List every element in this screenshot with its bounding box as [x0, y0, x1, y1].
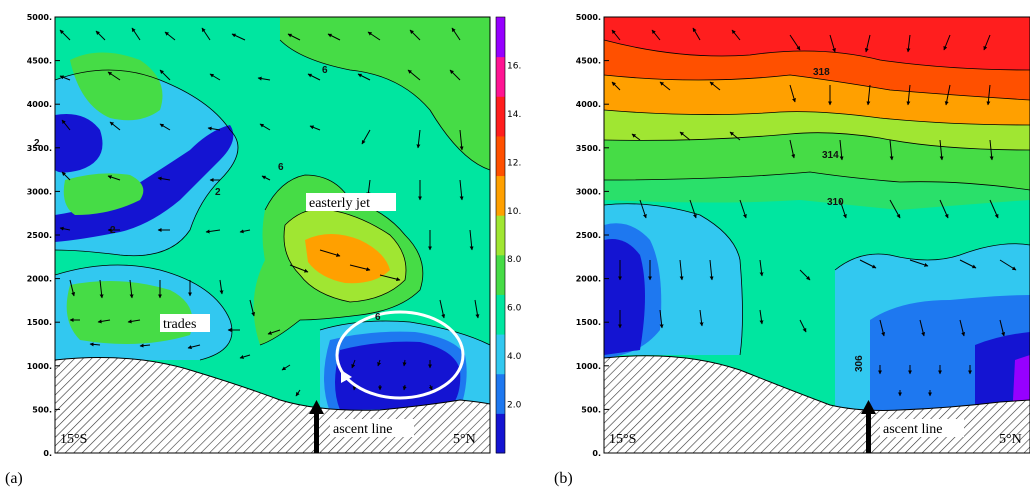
colorbar-tick-label: 16.	[507, 61, 521, 71]
y-tick-label: 2500.	[27, 231, 52, 240]
colorbar-tick-label: 14.	[507, 110, 521, 120]
colorbar: 2.0 4.0 6.0 8.0 10. 12. 14. 16.	[495, 16, 522, 454]
jet-label-box	[306, 193, 396, 211]
contour-label: 6	[375, 312, 381, 323]
y-tick-label: 4500.	[27, 57, 52, 66]
panel-a-yticks: 0. 500. 1000. 1500. 2000. 2500. 3000. 3500. 4000…	[27, 13, 60, 458]
y-tick-label: 500.	[581, 405, 601, 414]
y-tick-label: 2000.	[576, 275, 601, 284]
panel-a: 2 2 2 6 6 6 easterly jet trades ascent l…	[5, 13, 522, 487]
y-tick-label: 5000.	[27, 13, 52, 22]
colorbar-swatch	[496, 135, 505, 177]
colorbar-tick-label: 6.0	[507, 304, 522, 314]
contour-label: 310	[827, 197, 844, 208]
panel-b-contour-lines	[604, 39, 1030, 356]
trades-label: trades	[163, 317, 196, 332]
panel-b-contour-labels: 318 314 310 306	[813, 67, 865, 372]
contour-label: 6	[278, 162, 284, 173]
lat-right-a: 5°N	[453, 432, 476, 447]
colorbar-tick-label: 2.0	[507, 401, 522, 411]
y-tick-label: 3000.	[576, 187, 601, 196]
ascent-label-box-b	[880, 419, 964, 437]
circulation-loop	[335, 310, 465, 400]
contour-label: 318	[813, 67, 830, 78]
panel-b-yticks: 0. 500. 1000. 1500. 2000. 2500. 3000. 3500. 4000…	[576, 13, 609, 458]
y-tick-label: 5000.	[576, 13, 601, 22]
colorbar-tick-label: 8.0	[507, 255, 522, 265]
contour-label: 6	[322, 65, 328, 76]
colorbar-frame	[495, 16, 506, 454]
lat-left-b: 15°S	[609, 432, 636, 447]
panel-a-contours	[55, 17, 490, 453]
panel-label-b: (b)	[554, 470, 573, 487]
y-tick-label: 4500.	[576, 57, 601, 66]
panel-a-ascent-arrow	[309, 400, 324, 453]
ascent-label-b: ascent line	[883, 422, 942, 437]
lat-left-a: 15°S	[60, 432, 87, 447]
panel-b-ascent-arrow	[861, 400, 876, 453]
y-tick-label: 1500.	[27, 318, 52, 327]
y-tick-label: 3500.	[576, 144, 601, 153]
y-tick-label: 4000.	[27, 100, 52, 109]
y-tick-label: 0.	[43, 449, 52, 458]
y-tick-label: 1000.	[27, 362, 52, 371]
y-tick-label: 500.	[32, 405, 52, 414]
colorbar-swatch	[496, 373, 505, 414]
colorbar-swatch	[496, 175, 505, 216]
panel-b-contours	[604, 17, 1030, 453]
y-tick-label: 1000.	[576, 362, 601, 371]
y-tick-label: 1500.	[576, 318, 601, 327]
panel-label-a: (a)	[5, 470, 23, 487]
jet-label: easterly jet	[309, 196, 370, 211]
colorbar-swatch	[496, 17, 505, 58]
ascent-label-box-a	[330, 419, 414, 437]
colorbar-swatch	[496, 413, 505, 454]
colorbar-tick-label: 4.0	[507, 352, 522, 362]
y-tick-label: 3500.	[27, 144, 52, 153]
colorbar-swatch	[496, 96, 505, 137]
panel-b-vectors	[611, 27, 1017, 397]
contour-label: 2	[110, 225, 116, 236]
y-tick-label: 0.	[592, 449, 601, 458]
colorbar-tick-label: 12.	[507, 158, 521, 168]
trades-label-box	[160, 314, 210, 332]
panel-b: 318 314 310 306 ascent line 15°S 5°N 0. 5…	[554, 13, 1030, 487]
colorbar-tick-label: 10.	[507, 207, 521, 217]
y-tick-label: 3000.	[27, 187, 52, 196]
contour-label: 2	[215, 187, 221, 198]
colorbar-swatch	[496, 294, 505, 335]
colorbar-swatch	[496, 254, 505, 295]
contour-label: 314	[822, 150, 839, 161]
colorbar-swatch	[496, 56, 505, 97]
lat-right-b: 5°N	[999, 432, 1022, 447]
y-tick-label: 4000.	[576, 100, 601, 109]
colorbar-swatch	[496, 334, 505, 375]
y-tick-label: 2500.	[576, 231, 601, 240]
y-tick-label: 2000.	[27, 275, 52, 284]
contour-label: 306	[854, 355, 865, 372]
colorbar-swatch	[496, 215, 505, 256]
contour-label: 2	[34, 138, 40, 149]
ascent-label-a: ascent line	[333, 422, 392, 437]
panel-a-contour-labels: 2 2 2 6 6 6	[34, 65, 381, 323]
